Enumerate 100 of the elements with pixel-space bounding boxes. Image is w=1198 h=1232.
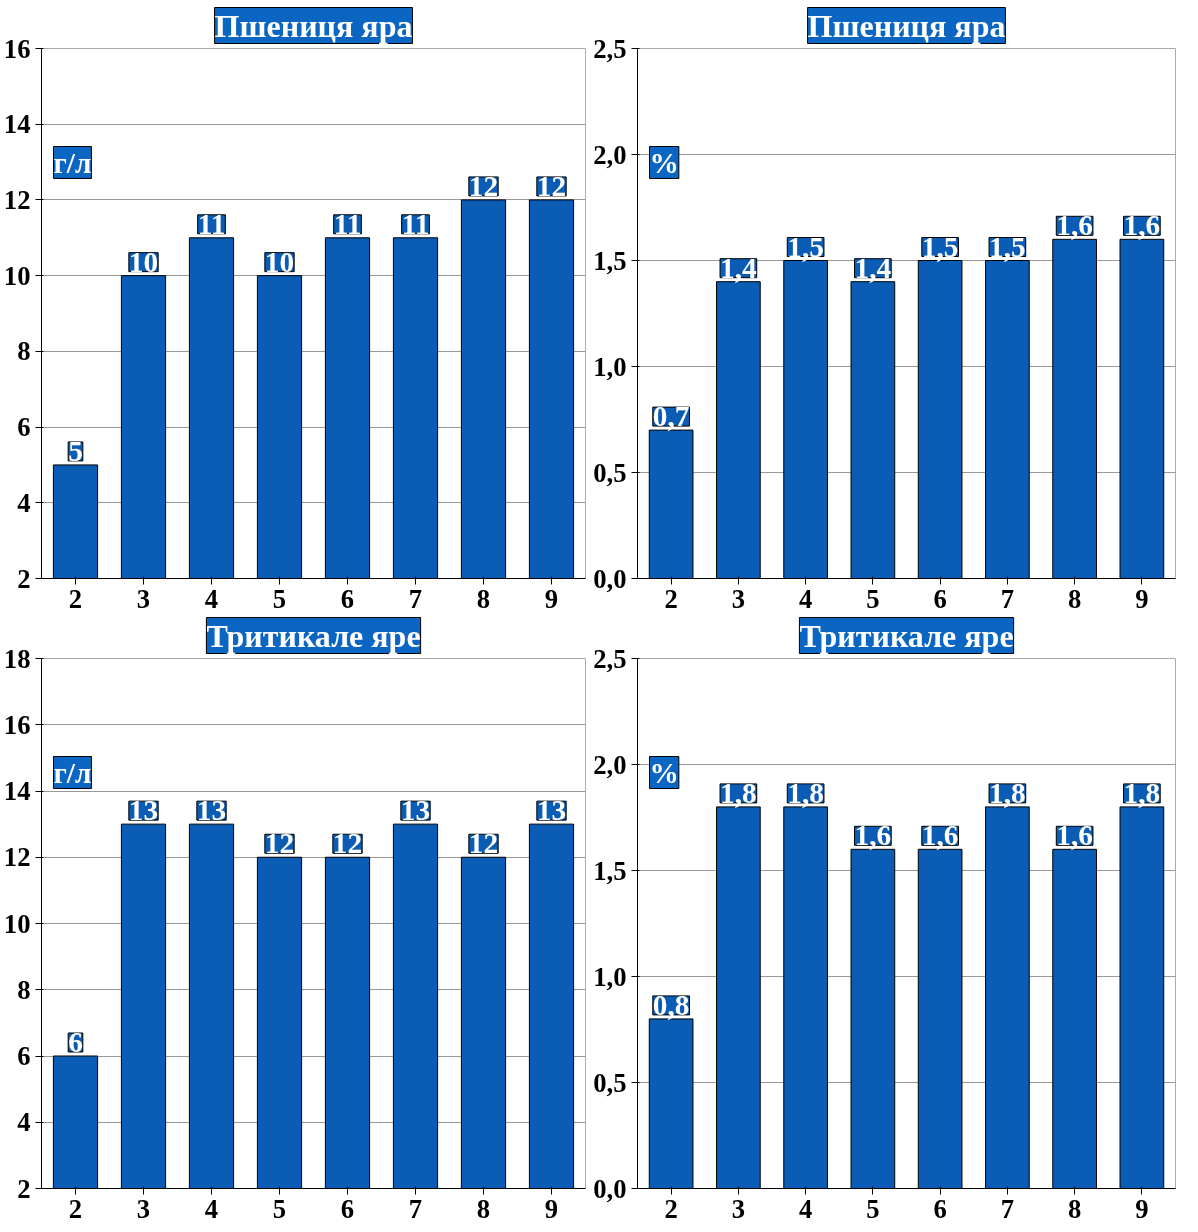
y-tick-label: 0,5: [593, 1067, 627, 1098]
x-tick-label: 6: [340, 583, 355, 614]
x-tick-label: 3: [136, 1193, 151, 1224]
y-tick-label: 4: [17, 1107, 31, 1138]
x-tick-label: 2: [68, 1193, 83, 1224]
y-tick-label: 0,0: [593, 563, 627, 594]
x-tick-label: 8: [1067, 583, 1082, 614]
x-tick-label: 9: [544, 583, 559, 614]
y-tick-label: 1,0: [593, 351, 627, 382]
x-tick-label: 4: [798, 583, 813, 614]
y-tick-label: 1,0: [593, 961, 627, 992]
annotation: г/л: [53, 756, 92, 789]
y-tick-label: 16: [3, 33, 31, 64]
data-label: 11: [401, 207, 430, 240]
x-tick-label: 2: [664, 1193, 678, 1224]
y-tick-label: 2: [17, 563, 31, 594]
data-label: 1,6: [854, 819, 892, 852]
x-tick-label: 6: [933, 583, 947, 614]
y-tick-label: 0,5: [593, 457, 627, 488]
y-tick-label: 14: [3, 776, 31, 806]
data-label: 13: [128, 794, 159, 827]
data-label: 5: [68, 434, 83, 467]
y-tick-label: 0,0: [593, 1173, 627, 1204]
data-label: 13: [400, 794, 431, 827]
data-label: 0,7: [652, 400, 690, 433]
y-tick-label: 8: [17, 974, 31, 1005]
x-tick-label: 8: [1067, 1193, 1082, 1224]
y-tick-label: 14: [3, 109, 31, 140]
y-tick-label: 4: [17, 487, 31, 518]
chart-title: Пшениця яра: [214, 7, 413, 44]
y-tick-label: 2: [17, 1173, 31, 1204]
x-tick-label: 7: [408, 1193, 423, 1224]
y-tick-label: 2,0: [593, 139, 627, 170]
x-tick-label: 9: [544, 1193, 559, 1224]
y-tick-label: 12: [3, 184, 31, 215]
data-label: 1,6: [1056, 819, 1093, 852]
y-tick-label: 8: [17, 336, 31, 367]
data-label: 0,8: [652, 988, 690, 1021]
data-label: 1,8: [787, 776, 824, 809]
x-tick-label: 9: [1135, 583, 1149, 614]
data-label: 1,5: [921, 230, 959, 263]
data-label: 10: [128, 245, 159, 278]
data-label: 12: [468, 169, 499, 202]
data-label: 1,5: [989, 230, 1026, 263]
data-label: 1,8: [1123, 776, 1161, 809]
y-tick-label: 12: [3, 842, 31, 873]
x-tick-label: 5: [866, 583, 880, 614]
y-tick-label: 1,5: [593, 855, 627, 886]
data-label: 1,5: [787, 230, 824, 263]
y-tick-label: 10: [3, 908, 31, 939]
chart-title: Пшениця яра: [807, 7, 1006, 44]
y-tick-label: 1,5: [593, 245, 627, 276]
x-tick-label: 8: [476, 1193, 491, 1224]
x-tick-label: 5: [272, 1193, 287, 1224]
x-tick-label: 4: [204, 1193, 219, 1224]
data-label: 10: [264, 245, 295, 278]
y-tick-label: 16: [3, 709, 31, 740]
x-tick-label: 6: [340, 1193, 355, 1224]
y-tick-label: 6: [17, 1041, 31, 1071]
x-tick-label: 7: [408, 583, 423, 614]
y-tick-label: 10: [3, 260, 31, 291]
x-tick-label: 5: [866, 1193, 880, 1224]
x-tick-label: 4: [798, 1193, 813, 1224]
data-label: 1,6: [1056, 209, 1093, 242]
data-label: 6: [68, 1026, 83, 1058]
annotation: г/л: [53, 146, 92, 179]
y-tick-label: 2,5: [593, 643, 627, 674]
data-label: 12: [264, 827, 295, 860]
data-label: 1,8: [989, 776, 1026, 809]
data-label: 1,6: [1123, 209, 1161, 242]
x-tick-label: 2: [68, 583, 83, 614]
data-label: 1,8: [720, 776, 757, 809]
x-tick-label: 3: [136, 583, 151, 614]
data-label: 12: [332, 827, 363, 860]
data-label: 13: [196, 794, 227, 827]
x-tick-label: 3: [731, 583, 746, 614]
y-tick-label: 2,0: [593, 749, 627, 780]
x-tick-label: 2: [664, 583, 678, 614]
annotation: %: [649, 146, 679, 179]
x-tick-label: 5: [272, 583, 287, 614]
data-label: 13: [536, 794, 567, 827]
data-label: 11: [333, 207, 362, 240]
annotation: %: [649, 756, 679, 789]
y-tick-label: 2,5: [593, 33, 627, 64]
y-tick-label: 6: [17, 412, 31, 443]
x-tick-label: 4: [204, 583, 219, 614]
data-label: 12: [536, 169, 567, 202]
x-tick-label: 9: [1135, 1193, 1149, 1224]
x-tick-label: 8: [476, 583, 491, 614]
data-label: 11: [197, 207, 226, 240]
data-label: 1,6: [921, 819, 959, 852]
chart-title: Тритикале яре: [206, 617, 421, 654]
data-label: 12: [468, 827, 499, 860]
x-tick-label: 7: [1000, 583, 1015, 614]
chart-title: Тритикале яре: [799, 617, 1014, 654]
x-tick-label: 6: [933, 1193, 947, 1224]
x-tick-label: 3: [731, 1193, 746, 1224]
y-tick-label: 18: [3, 643, 31, 674]
data-label: 1,4: [720, 251, 758, 284]
x-tick-label: 7: [1000, 1193, 1015, 1224]
